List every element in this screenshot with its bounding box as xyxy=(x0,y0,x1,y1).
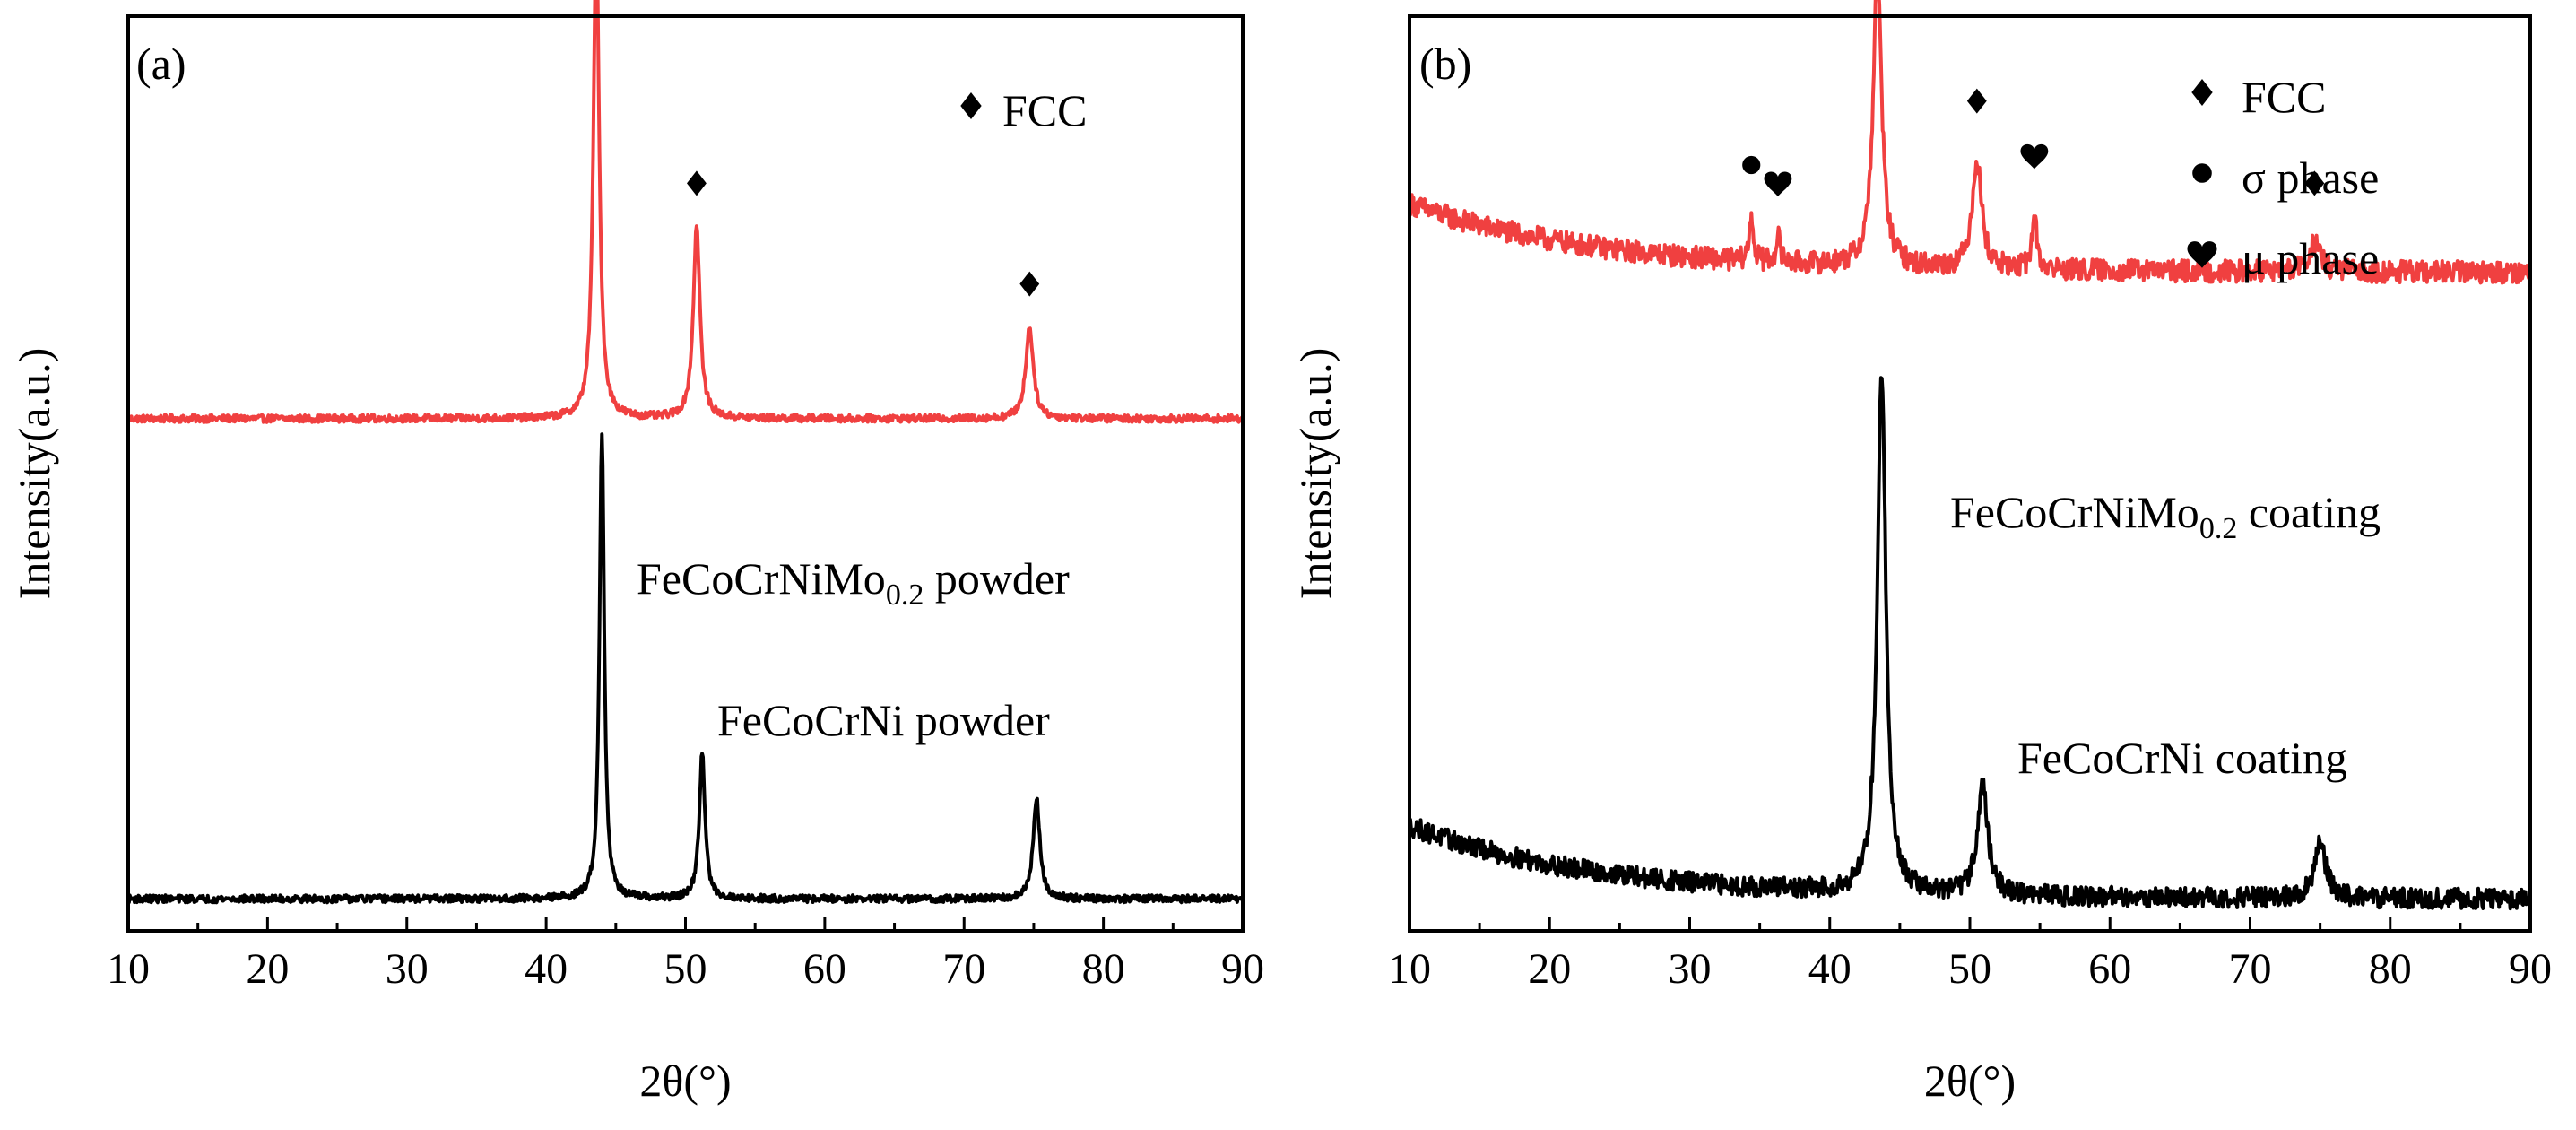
y-axis-label: Intensity(a.u.) xyxy=(9,348,59,599)
x-tick-label: 60 xyxy=(803,945,846,993)
series-line-top xyxy=(1408,0,2532,285)
peak-marker-circle-icon xyxy=(1742,155,1761,175)
series-label-main: FeCoCrNiMo xyxy=(1950,487,2199,537)
x-tick-label: 90 xyxy=(1221,945,1264,993)
x-tick-label: 20 xyxy=(1528,945,1571,993)
y-axis-label: Intensity(a.u.) xyxy=(1290,348,1340,599)
x-axis-label: 2θ(°) xyxy=(639,1056,731,1106)
series-label-sub: 0.2 xyxy=(2199,512,2238,545)
panel-a: FeCoCrNiMo0.2 powder FeCoCrNi powder 10 20 3… xyxy=(9,0,1264,1106)
x-tick-label: 50 xyxy=(664,945,707,993)
x-tick-label: 70 xyxy=(2229,945,2272,993)
peak-marker-diamond-icon xyxy=(687,170,707,196)
x-tick-label: 30 xyxy=(1669,945,1712,993)
legend-label: μ phase xyxy=(2242,233,2379,283)
panel-label: (b) xyxy=(1419,39,1471,89)
x-tick-label: 90 xyxy=(2509,945,2552,993)
legend-label: FCC xyxy=(1002,85,1088,135)
series-label-tail: coating xyxy=(2237,487,2381,537)
x-tick-label: 80 xyxy=(2369,945,2412,993)
x-tick-label: 70 xyxy=(942,945,985,993)
x-tick-label: 80 xyxy=(1082,945,1125,993)
series-label-main: FeCoCrNi coating xyxy=(2017,733,2347,783)
axes-frame xyxy=(126,14,1245,933)
peak-marker-diamond-icon xyxy=(2304,170,2325,196)
x-tick-label: 50 xyxy=(1948,945,1991,993)
series-label: FeCoCrNi powder xyxy=(717,695,1050,745)
x-tick-label: 10 xyxy=(107,945,150,993)
legend-label: FCC xyxy=(2242,72,2327,122)
series-label-main: FeCoCrNiMo xyxy=(637,553,886,604)
x-tick-label: 40 xyxy=(1808,945,1852,993)
series-line-bottom xyxy=(126,432,1245,905)
series-line-bottom xyxy=(1408,376,2532,911)
peak-marker-heart-icon xyxy=(2020,143,2049,170)
series-label-sub: 0.2 xyxy=(886,578,924,612)
series-label-tail: powder xyxy=(924,553,1070,604)
x-tick-label: 60 xyxy=(2088,945,2131,993)
legend-label: σ phase xyxy=(2242,152,2379,203)
legend-heart-icon xyxy=(2187,241,2217,268)
x-tick-label: 40 xyxy=(525,945,568,993)
series-label: FeCoCrNiMo0.2 powder xyxy=(637,553,1070,612)
legend-diamond-icon xyxy=(2191,79,2213,106)
series-label-main: FeCoCrNi powder xyxy=(717,695,1050,745)
panel-b: FeCoCrNiMo0.2 coating FeCoCrNi coating 10 2… xyxy=(1290,0,2552,1106)
x-tick-label: 30 xyxy=(386,945,429,993)
x-axis-label: 2θ(°) xyxy=(1924,1056,2016,1106)
peak-marker-diamond-icon xyxy=(1966,88,1987,114)
x-tick-label: 10 xyxy=(1388,945,1431,993)
panel-label: (a) xyxy=(136,39,186,89)
series-label: FeCoCrNi coating xyxy=(2017,733,2347,783)
series-line-top xyxy=(126,0,1245,424)
peak-marker-heart-icon xyxy=(1764,171,1792,197)
peak-marker-diamond-icon xyxy=(1019,271,1040,297)
x-tick-label: 20 xyxy=(246,945,289,993)
legend-circle-icon xyxy=(2192,163,2212,183)
legend-diamond-icon xyxy=(960,92,982,119)
series-label: FeCoCrNiMo0.2 coating xyxy=(1950,487,2381,545)
